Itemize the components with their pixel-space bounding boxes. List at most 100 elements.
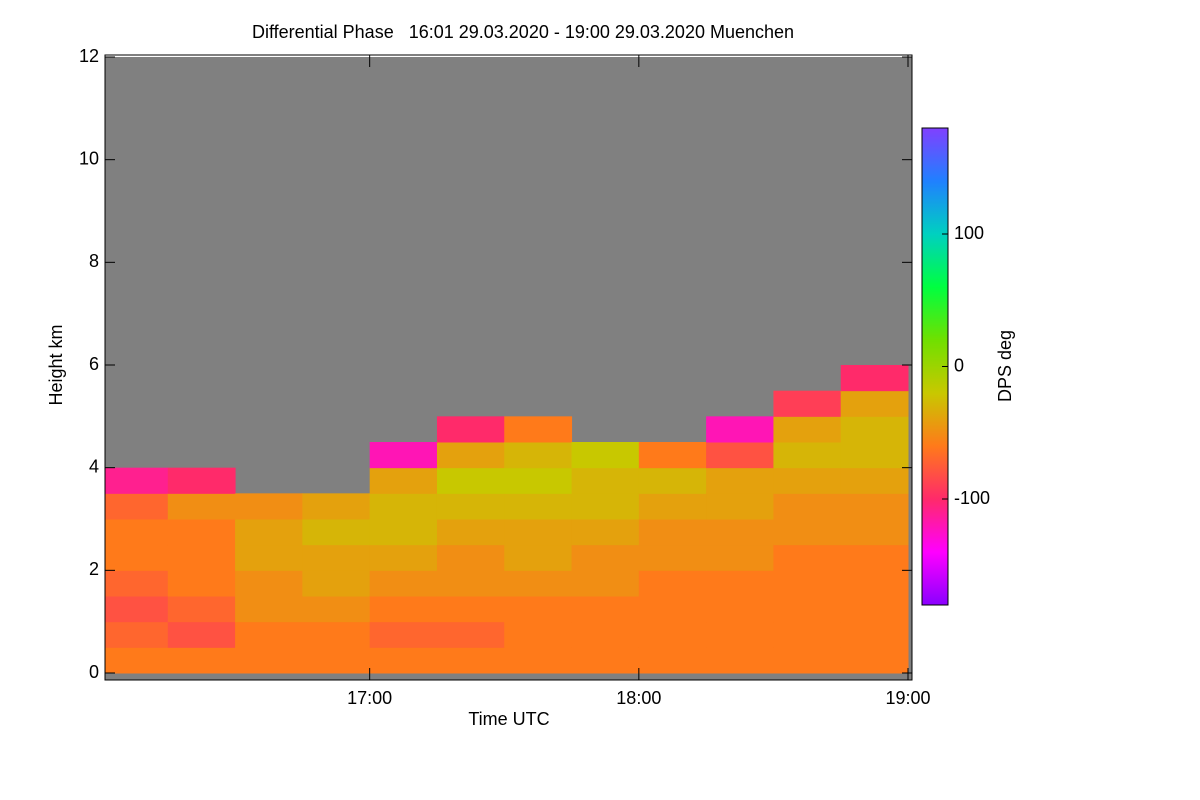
heat-cell: [706, 467, 774, 494]
heat-cell: [302, 544, 371, 571]
x-tick-label: 19:00: [885, 688, 930, 708]
heat-cell: [167, 647, 236, 674]
heat-cell: [773, 493, 842, 520]
colorbar-tick-label: 0: [954, 355, 964, 375]
heat-cell: [840, 442, 909, 469]
heat-cell: [638, 493, 707, 520]
heat-cell: [638, 544, 707, 571]
heat-cell: [638, 647, 707, 674]
heat-cell: [235, 519, 303, 546]
heat-cell: [504, 596, 573, 623]
heat-cell: [436, 467, 505, 494]
y-tick-label: 0: [89, 662, 99, 682]
heat-cell: [167, 519, 236, 546]
heat-cell: [235, 596, 303, 623]
heat-cell: [235, 570, 303, 597]
heat-cell: [840, 416, 909, 443]
heat-cell: [840, 390, 909, 417]
heat-cell: [369, 647, 438, 674]
heat-cell: [571, 467, 640, 494]
heat-cell: [235, 647, 303, 674]
heat-cell: [302, 596, 371, 623]
heat-cell: [706, 493, 774, 520]
heat-cell: [840, 493, 909, 520]
heat-cell: [638, 442, 707, 469]
heat-cell: [105, 596, 169, 623]
heat-cell: [773, 442, 842, 469]
heat-cell: [436, 416, 505, 443]
heat-cell: [638, 519, 707, 546]
heat-cell: [369, 519, 438, 546]
heat-cell: [638, 570, 707, 597]
heat-cell: [167, 467, 236, 494]
heat-cell: [369, 621, 438, 648]
heat-cell: [105, 570, 169, 597]
heat-cell: [706, 621, 774, 648]
heat-cell: [436, 544, 505, 571]
heat-cell: [436, 442, 505, 469]
heat-cell: [302, 647, 371, 674]
heat-cell: [504, 570, 573, 597]
heat-cell: [840, 544, 909, 571]
heat-cell: [235, 621, 303, 648]
heat-cell: [369, 493, 438, 520]
heat-cell: [302, 621, 371, 648]
heat-cell: [369, 570, 438, 597]
x-tick-label: 17:00: [347, 688, 392, 708]
heat-cell: [773, 467, 842, 494]
heat-cell: [840, 570, 909, 597]
heat-cell: [840, 519, 909, 546]
heat-cell: [302, 570, 371, 597]
heat-cell: [504, 442, 573, 469]
heat-cell: [302, 519, 371, 546]
heat-cell: [105, 621, 169, 648]
heat-cell: [504, 621, 573, 648]
heat-cell: [436, 621, 505, 648]
heat-cell: [571, 493, 640, 520]
heat-cell: [840, 365, 909, 392]
heat-cell: [773, 647, 842, 674]
heat-cell: [706, 544, 774, 571]
heat-cell: [167, 493, 236, 520]
heat-cell: [706, 519, 774, 546]
heat-cell: [504, 544, 573, 571]
heat-cell: [706, 416, 774, 443]
heat-cell: [504, 647, 573, 674]
heat-cell: [105, 647, 169, 674]
plot-frame: [104, 54, 913, 681]
heat-cell: [436, 647, 505, 674]
heat-cell: [167, 596, 236, 623]
x-axis-label: Time UTC: [468, 709, 549, 729]
heat-cell: [302, 493, 371, 520]
heat-cell: [105, 519, 169, 546]
heat-cell: [105, 493, 169, 520]
y-axis-label: Height km: [46, 324, 66, 405]
heat-cell: [706, 647, 774, 674]
heat-cell: [571, 570, 640, 597]
heat-cell: [638, 467, 707, 494]
heat-cell: [436, 519, 505, 546]
heat-cell: [167, 570, 236, 597]
heat-cell: [706, 570, 774, 597]
heat-cell: [504, 467, 573, 494]
heat-cell: [773, 570, 842, 597]
heat-cell: [369, 544, 438, 571]
heat-cell: [571, 621, 640, 648]
heat-cell: [436, 493, 505, 520]
heat-cell: [504, 493, 573, 520]
heat-cell: [773, 519, 842, 546]
heat-cell: [504, 416, 573, 443]
heat-cell: [638, 596, 707, 623]
heat-cell: [436, 570, 505, 597]
heat-cell: [167, 544, 236, 571]
heat-cell: [840, 621, 909, 648]
colorbar-tick-label: -100: [954, 488, 990, 508]
y-tick-label: 12: [79, 46, 99, 66]
heat-cell: [436, 596, 505, 623]
heat-cell: [504, 519, 573, 546]
heat-cell: [369, 442, 438, 469]
heat-cell: [773, 621, 842, 648]
y-tick-label: 8: [89, 251, 99, 271]
heat-cell: [369, 467, 438, 494]
